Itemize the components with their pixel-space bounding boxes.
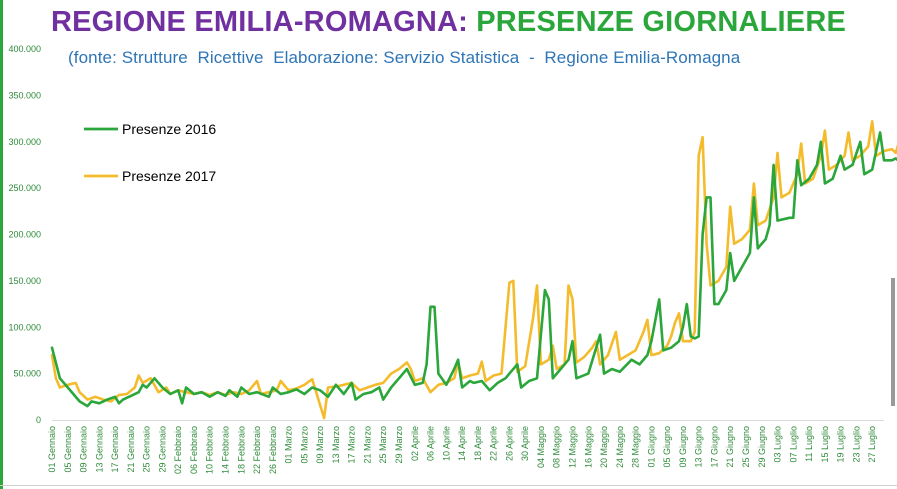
chart-subtitle: (fonte: Strutture Ricettive Elaborazione… [68, 48, 741, 67]
x-tick-label: 19 Luglio [836, 426, 846, 463]
x-tick-label: 24 Maggio [615, 426, 625, 468]
y-tick-label: 200.000 [8, 230, 41, 240]
legend: Presenze 2016 Presenze 2017 [84, 121, 216, 184]
chart-title: REGIONE EMILIA-ROMAGNA: PRESENZE GIORNAL… [0, 6, 897, 39]
x-tick-label: 21 Marzo [363, 426, 373, 464]
y-tick-label: 250.000 [8, 183, 41, 193]
x-tick-label: 26 Febbraio [268, 426, 278, 474]
x-tick-label: 17 Marzo [347, 426, 357, 464]
legend-label-2016: Presenze 2016 [122, 121, 216, 137]
x-tick-label: 03 Luglio [773, 426, 783, 463]
x-tick-label: 22 Aprile [489, 426, 499, 461]
x-tick-label: 05 Giugno [662, 426, 672, 468]
x-tick-label: 14 Febbraio [221, 426, 231, 474]
x-tick-label: 25 Marzo [378, 426, 388, 464]
left-accent-bar [0, 0, 3, 489]
x-tick-label: 27 Luglio [867, 426, 877, 463]
x-tick-label: 26 Aprile [504, 426, 514, 461]
x-tick-label: 10 Aprile [441, 426, 451, 461]
x-tick-label: 18 Febbraio [236, 426, 246, 474]
x-tick-label: 10 Febbraio [205, 426, 215, 474]
x-tick-label: 02 Febbraio [173, 426, 183, 474]
y-tick-label: 150.000 [8, 276, 41, 286]
bottom-rule [0, 485, 897, 486]
x-tick-label: 05 Marzo [299, 426, 309, 464]
x-tick-label: 06 Aprile [426, 426, 436, 461]
x-tick-label: 01 Gennaio [47, 426, 57, 473]
y-tick-label: 100.000 [8, 322, 41, 332]
y-axis: 0 50.000 100.000 150.000 200.000 250.000 300.0… [8, 44, 41, 425]
x-tick-label: 30 Aprile [520, 426, 530, 461]
x-tick-label: 28 Maggio [631, 426, 641, 468]
x-tick-label: 05 Gennaio [63, 426, 73, 473]
x-tick-label: 13 Giugno [694, 426, 704, 468]
x-tick-label: 09 Gennaio [79, 426, 89, 473]
legend-label-2017: Presenze 2017 [122, 168, 216, 184]
x-tick-label: 21 Giugno [725, 426, 735, 468]
y-tick-label: 350.000 [8, 90, 41, 100]
x-tick-label: 09 Marzo [315, 426, 325, 464]
series-line-2017 [50, 120, 897, 420]
x-tick-label: 18 Aprile [473, 426, 483, 461]
x-tick-label: 25 Gennaio [142, 426, 152, 473]
x-tick-label: 01 Marzo [284, 426, 294, 464]
x-tick-label: 09 Giugno [678, 426, 688, 468]
y-tick-label: 400.000 [8, 44, 41, 54]
title-subject: PRESENZE GIORNALIERE [476, 6, 847, 38]
x-tick-label: 29 Giugno [757, 426, 767, 468]
x-tick-label: 15 Luglio [820, 426, 830, 463]
y-tick-label: 50.000 [13, 369, 41, 379]
scrollbar-thumb[interactable] [891, 278, 895, 406]
series-line-2016 [50, 131, 897, 408]
x-tick-label: 08 Maggio [552, 426, 562, 468]
x-tick-label: 29 Gennaio [157, 426, 167, 473]
x-tick-label: 12 Maggio [568, 426, 578, 468]
x-tick-label: 13 Marzo [331, 426, 341, 464]
x-tick-label: 02 Aprile [410, 426, 420, 461]
title-region: REGIONE EMILIA-ROMAGNA: [50, 6, 468, 38]
x-tick-label: 23 Luglio [851, 426, 861, 463]
x-tick-label: 22 Febbraio [252, 426, 262, 474]
series-layer [50, 120, 897, 420]
x-tick-label: 11 Luglio [804, 426, 814, 462]
x-tick-label: 17 Giugno [709, 426, 719, 468]
x-tick-label: 13 Gennaio [94, 426, 104, 473]
x-axis: 01 Gennaio 05 Gennaio 09 Gennaio 13 Gennaio… [47, 420, 884, 474]
y-tick-label: 0 [36, 415, 41, 425]
x-tick-label: 20 Maggio [599, 426, 609, 468]
y-tick-label: 300.000 [8, 137, 41, 147]
x-tick-label: 01 Giugno [646, 426, 656, 468]
x-tick-label: 06 Febbraio [189, 426, 199, 474]
x-tick-label: 29 Marzo [394, 426, 404, 464]
x-tick-label: 16 Maggio [583, 426, 593, 468]
x-tick-label: 17 Gennaio [110, 426, 120, 473]
x-tick-label: 21 Gennaio [126, 426, 136, 473]
x-tick-label: 04 Maggio [536, 426, 546, 468]
x-tick-label: 14 Aprile [457, 426, 467, 461]
x-tick-label: 07 Luglio [788, 426, 798, 463]
x-tick-label: 25 Giugno [741, 426, 751, 468]
